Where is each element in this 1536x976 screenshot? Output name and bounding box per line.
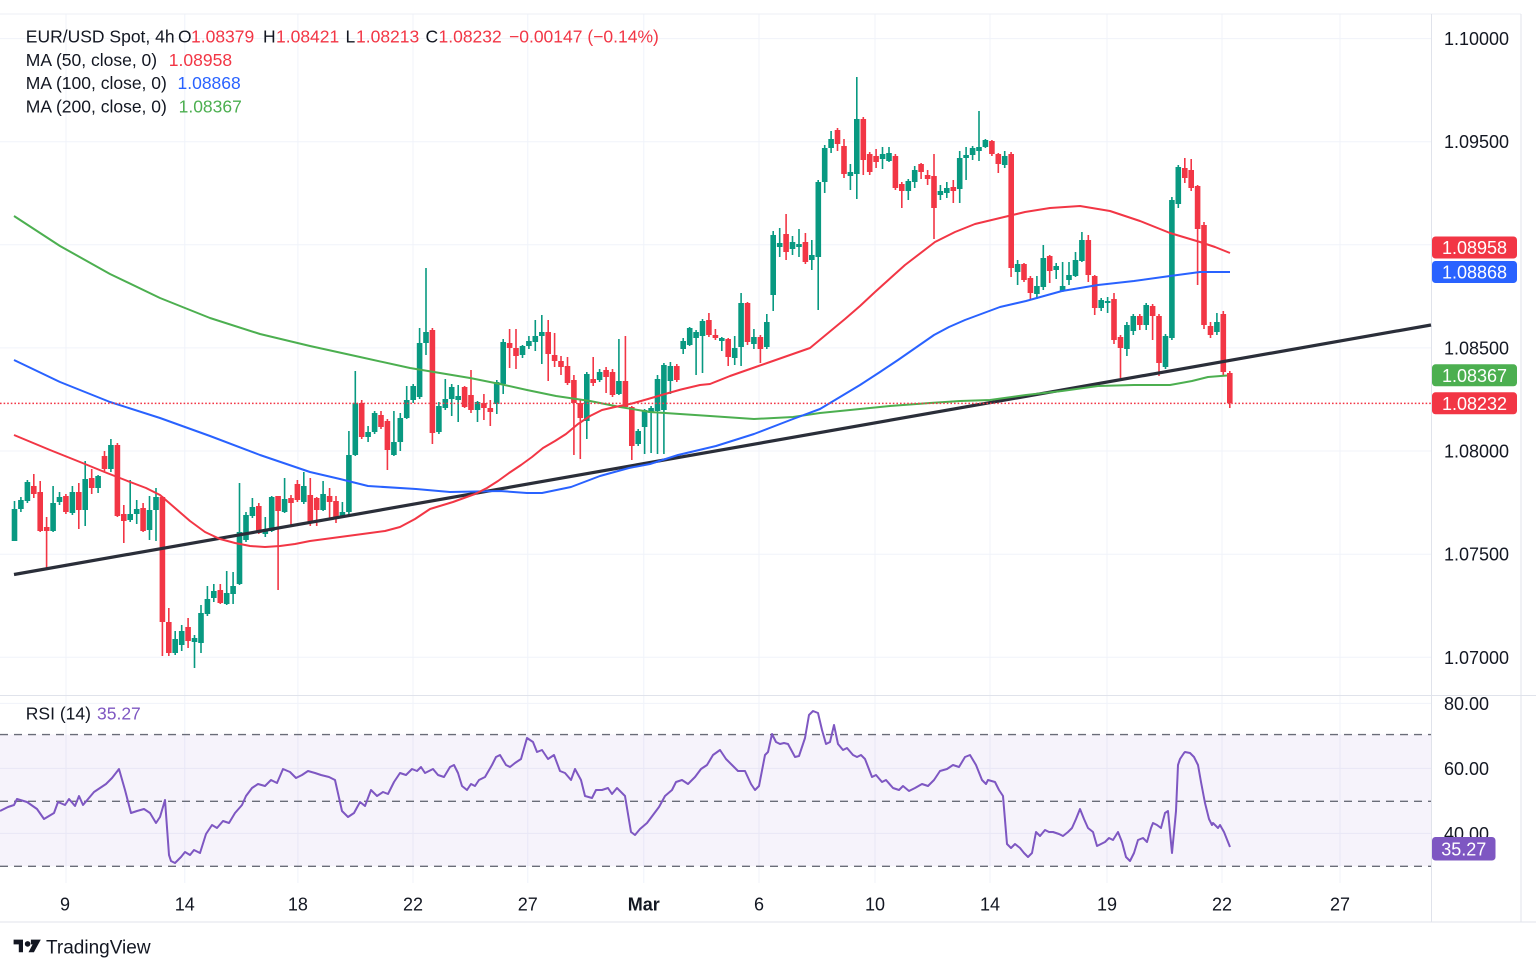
svg-text:80.00: 80.00 — [1444, 694, 1489, 714]
svg-text:60.00: 60.00 — [1444, 759, 1489, 779]
svg-text:14: 14 — [175, 895, 195, 915]
svg-text:1.08232: 1.08232 — [1442, 394, 1507, 414]
svg-text:EUR/USD Spot, 4h: EUR/USD Spot, 4h — [26, 27, 175, 47]
svg-text:MA (50, close, 0): MA (50, close, 0) — [26, 50, 157, 70]
svg-text:C: C — [426, 27, 439, 47]
svg-text:1.09500: 1.09500 — [1444, 132, 1509, 152]
svg-text:1.08500: 1.08500 — [1444, 338, 1509, 358]
svg-text:RSI (14): RSI (14) — [26, 703, 91, 723]
svg-text:1.08421: 1.08421 — [276, 27, 339, 47]
svg-text:1.08868: 1.08868 — [178, 73, 241, 93]
svg-text:1.07000: 1.07000 — [1444, 648, 1509, 668]
svg-text:27: 27 — [1330, 895, 1350, 915]
svg-text:6: 6 — [754, 895, 764, 915]
svg-text:MA (200, close, 0): MA (200, close, 0) — [26, 97, 167, 117]
svg-text:MA (100, close, 0): MA (100, close, 0) — [26, 73, 167, 93]
svg-text:1.08868: 1.08868 — [1442, 263, 1507, 283]
svg-text:1.07500: 1.07500 — [1444, 545, 1509, 565]
svg-text:−0.00147 (−0.14%): −0.00147 (−0.14%) — [509, 27, 659, 47]
svg-text:1.08379: 1.08379 — [191, 27, 254, 47]
svg-text:19: 19 — [1097, 895, 1117, 915]
svg-text:22: 22 — [1212, 895, 1232, 915]
svg-text:1.08958: 1.08958 — [1442, 238, 1507, 258]
svg-text:10: 10 — [865, 895, 885, 915]
svg-text:1.08958: 1.08958 — [169, 50, 232, 70]
svg-text:1.08232: 1.08232 — [439, 27, 502, 47]
svg-text:14: 14 — [980, 895, 1000, 915]
svg-text:Mar: Mar — [628, 895, 660, 915]
svg-text:18: 18 — [288, 895, 308, 915]
svg-text:1.10000: 1.10000 — [1444, 29, 1509, 49]
svg-text:9: 9 — [60, 895, 70, 915]
svg-text:1.08213: 1.08213 — [356, 27, 419, 47]
svg-text:22: 22 — [403, 895, 423, 915]
svg-text:35.27: 35.27 — [1441, 839, 1486, 859]
svg-text:27: 27 — [518, 895, 538, 915]
svg-text:35.27: 35.27 — [97, 703, 141, 723]
svg-text:1.08000: 1.08000 — [1444, 442, 1509, 462]
svg-text:O: O — [178, 27, 192, 47]
svg-text:TradingView: TradingView — [46, 938, 151, 959]
svg-text:1.08367: 1.08367 — [179, 97, 242, 117]
svg-text:H: H — [263, 27, 276, 47]
svg-text:1.08367: 1.08367 — [1442, 366, 1507, 386]
svg-text:L: L — [346, 27, 356, 47]
